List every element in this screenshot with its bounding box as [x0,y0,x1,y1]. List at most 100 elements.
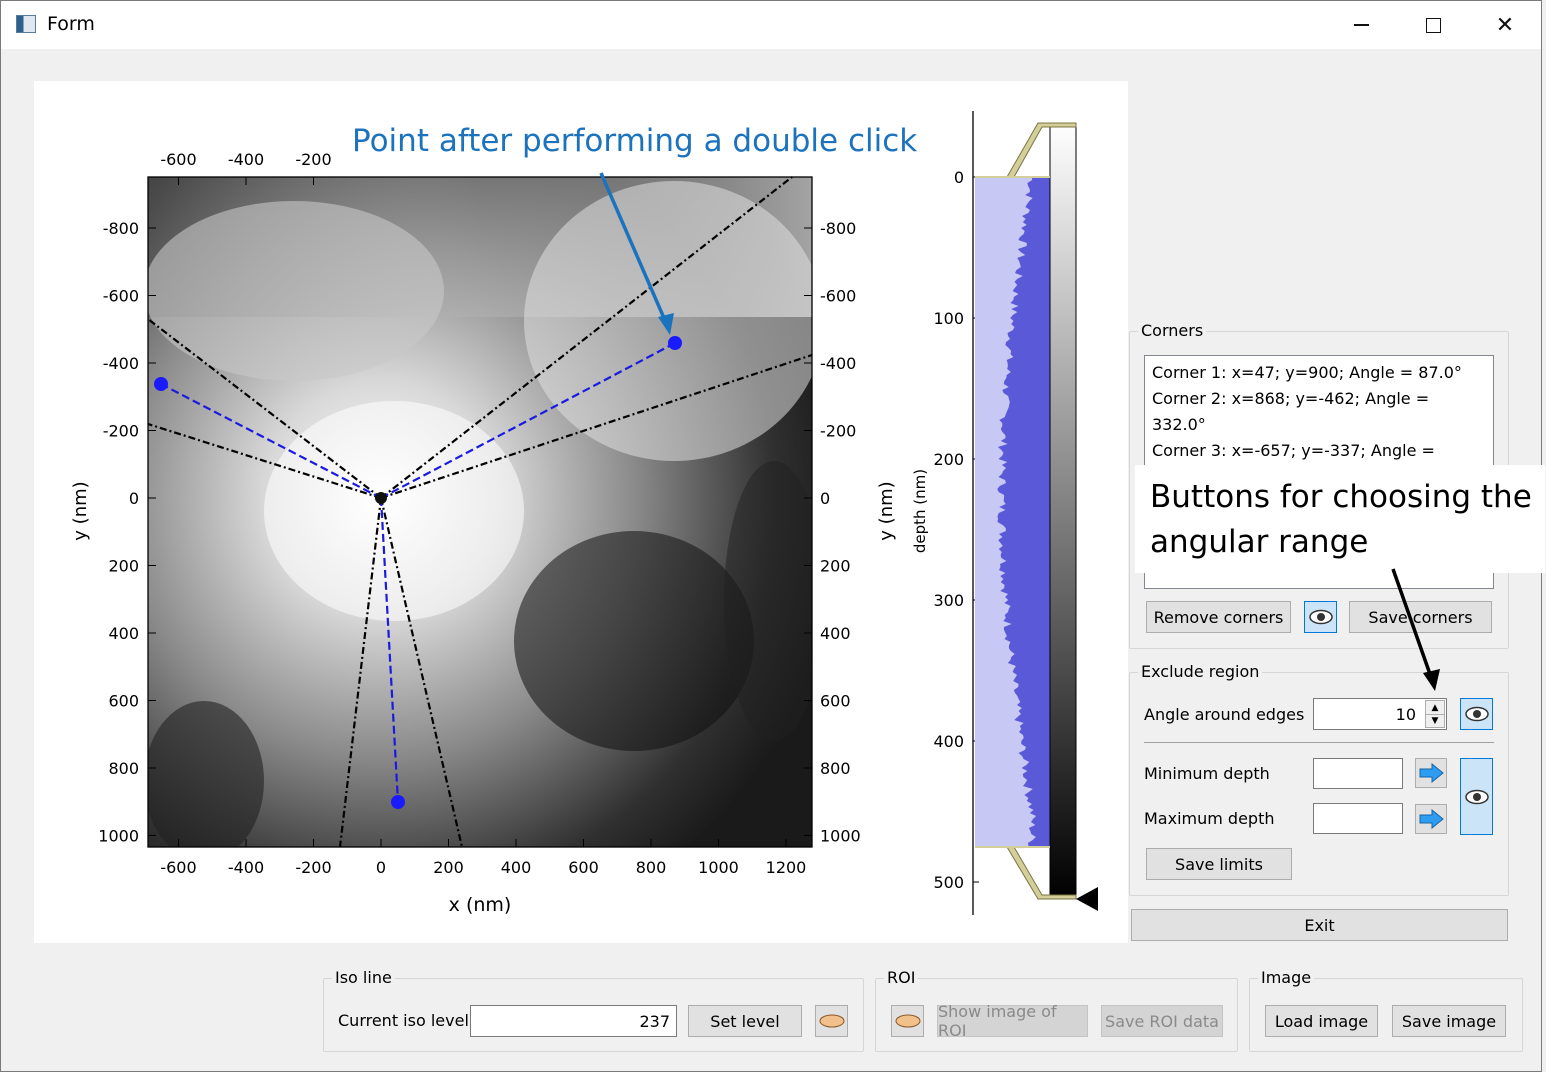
depth-tick-label: 100 [933,309,964,328]
set-level-button[interactable]: Set level [688,1005,802,1037]
iso-level-field[interactable]: 237 [470,1005,677,1037]
callout-arrow [1391,568,1440,691]
x-top-tick-label: -200 [295,150,331,169]
show-angle-region-button[interactable] [1460,698,1493,730]
depth-axis-label: depth (nm) [911,469,929,553]
corner-point-2[interactable] [668,336,682,350]
close-button[interactable]: ✕ [1483,9,1527,41]
show-image-of-roi-button[interactable]: Show image of ROI [937,1002,1088,1040]
plot-canvas[interactable]: -600 -400 -200 0 200 400 600 800 1000 1200 -600 -4… [34,81,1128,943]
maximum-depth-label: Maximum depth [1144,809,1275,828]
depth-tick-label: 0 [954,168,964,187]
x-tick-label: -400 [228,858,264,877]
exclude-region-group: Exclude region [1129,662,1509,896]
x-tick-label: 1000 [698,858,739,877]
iso-level-pointer[interactable] [1076,887,1098,911]
y-tick-label: -600 [103,287,139,306]
y-right-tick-label: 1000 [820,827,861,846]
angle-stepper[interactable]: ▲ ▼ [1425,700,1445,728]
minimum-depth-label: Minimum depth [1144,764,1270,783]
y-tick-label: 400 [108,624,139,643]
arrow-right-icon [1419,763,1444,783]
corner-lines [160,342,676,803]
roi-title: ROI [884,968,919,987]
y-right-tick-label: 600 [820,692,851,711]
depth-tick-label: 300 [933,591,964,610]
iso-line-title: Iso line [332,968,395,987]
save-corners-button[interactable]: Save corners [1349,601,1492,633]
y-right-tick-label: 0 [820,489,830,508]
y-axis-right-label: y (nm) [876,481,897,540]
y-tick-label: 600 [108,692,139,711]
annotation-arrow [599,172,669,326]
close-icon: ✕ [1495,12,1515,38]
apply-max-depth-button[interactable] [1415,804,1447,834]
eye-icon [1464,706,1489,722]
angle-spinbox[interactable]: 10 [1313,698,1447,730]
iso-line-group: Iso line [323,968,864,1052]
list-item[interactable]: Corner 2: x=868; y=-462; Angle = 332.0° [1152,389,1430,434]
depth-axis-ticks: 0 100 200 300 400 500 [933,168,979,892]
save-roi-data-button[interactable]: Save ROI data [1101,1005,1223,1037]
exit-button[interactable]: Exit [1131,909,1508,941]
angle-up-button[interactable]: ▲ [1431,702,1439,713]
corner-point-1[interactable] [391,795,405,809]
y-right-tick-label: -200 [820,422,856,441]
x-axis-label: x (nm) [449,894,512,916]
angular-range-annotation-line1: Buttons for choosing the [1150,479,1532,515]
current-iso-level-label: Current iso level [338,1011,469,1030]
depth-histogram [997,177,1050,847]
sector-lines [147,176,813,848]
heatmap [148,177,812,847]
angle-value: 10 [1395,704,1416,724]
app-icon [16,15,36,33]
x-tick-label: 400 [501,858,532,877]
y-axis-right-ticks: -800 -600 -400 -200 0 200 400 600 800 1000 [804,219,861,846]
y-right-tick-label: 800 [820,759,851,778]
minimize-button[interactable] [1339,9,1383,41]
angle-down-button[interactable]: ▼ [1426,714,1444,727]
save-limits-button[interactable]: Save limits [1146,848,1292,880]
eye-icon [1464,789,1489,804]
x-tick-label: -600 [160,858,196,877]
x-tick-label: 0 [376,858,386,877]
apply-min-depth-button[interactable] [1415,758,1447,788]
angle-around-edges-label: Angle around edges [1144,705,1305,724]
roi-draw-button[interactable] [891,1005,924,1037]
y-tick-label: 0 [129,489,139,508]
center-point [375,492,387,504]
y-right-tick-label: -800 [820,219,856,238]
corner-point-3[interactable] [154,377,168,391]
maximum-depth-field[interactable] [1313,803,1403,834]
depth-tick-label: 400 [933,732,964,751]
y-tick-label: 200 [108,557,139,576]
iso-show-button[interactable] [815,1005,848,1037]
window-title: Form [47,13,95,35]
x-top-tick-label: -400 [228,150,264,169]
y-right-tick-label: -400 [820,354,856,373]
y-axis-label: y (nm) [70,481,91,540]
list-item[interactable]: Corner 1: x=47; y=900; Angle = 87.0° [1152,363,1462,382]
load-image-button[interactable]: Load image [1265,1005,1378,1037]
remove-corners-button[interactable]: Remove corners [1146,601,1291,633]
x-top-tick-label: -600 [160,150,196,169]
y-tick-label: -800 [103,219,139,238]
show-corners-button[interactable] [1304,601,1337,633]
show-depth-region-button[interactable] [1460,758,1493,835]
save-image-button[interactable]: Save image [1392,1005,1506,1037]
minimum-depth-field[interactable] [1313,758,1403,789]
exclude-region-title: Exclude region [1138,662,1263,681]
colorbar [1049,122,1077,900]
x-tick-label: 1200 [766,858,807,877]
plot-panel[interactable]: -600 -400 -200 0 200 400 600 800 1000 1200 -600 -4… [34,81,1128,943]
y-axis-ticks: -800 -600 -400 -200 0 200 400 600 800 1000 [98,219,156,846]
x-axis-ticks: -600 -400 -200 0 200 400 600 800 1000 1200 [160,839,806,877]
angular-range-annotation-line2: angular range [1150,524,1369,560]
image-title: Image [1258,968,1315,987]
depth-tick-label: 500 [933,873,964,892]
maximize-button[interactable] [1411,9,1455,41]
x-tick-label: -200 [295,858,331,877]
x-axis-top-ticks: -600 -400 -200 [160,150,332,185]
y-tick-label: 1000 [98,827,139,846]
